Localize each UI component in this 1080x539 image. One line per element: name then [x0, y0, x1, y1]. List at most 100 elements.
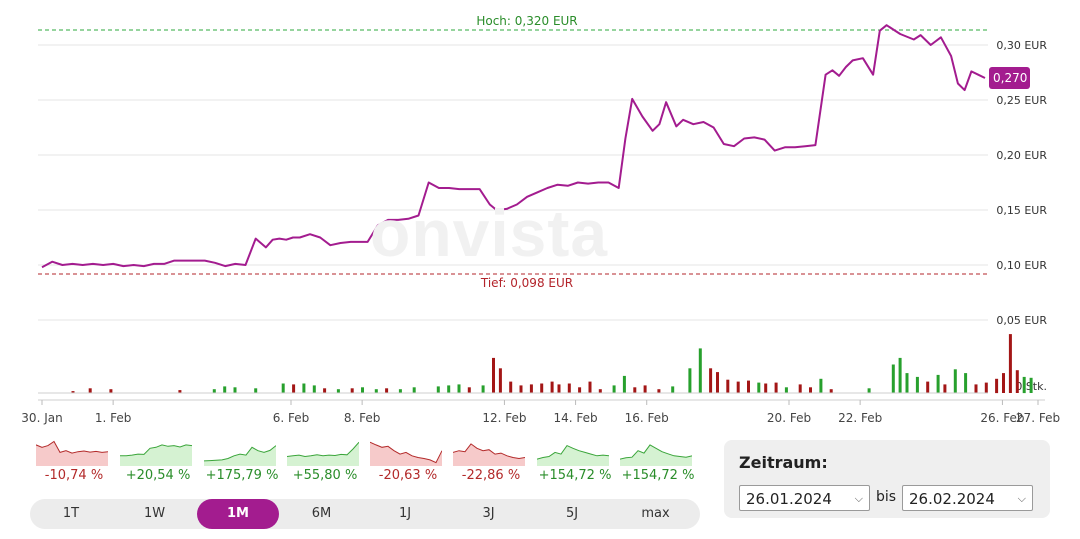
volume-bar — [1022, 376, 1026, 394]
volume-bar — [764, 383, 768, 393]
volume-bar — [633, 387, 637, 393]
volume-bar — [447, 385, 451, 393]
volume-bar — [657, 389, 661, 393]
y-tick-label: 0,30 EUR — [996, 39, 1047, 52]
y-tick-label: 0,25 EUR — [996, 94, 1047, 107]
price-chart[interactable]: 0,30 EUR 0,25 EUR 0,20 EUR 0,15 EUR 0,10 EUR… — [0, 0, 1080, 430]
minichart-graph — [204, 445, 276, 466]
volume-bar — [567, 383, 571, 393]
minichart-line — [204, 445, 276, 462]
minichart-7[interactable]: +154,72 % — [537, 432, 613, 488]
period-button-6m[interactable]: 6M — [311, 506, 332, 521]
period-button-1j[interactable]: 1J — [398, 506, 412, 521]
x-tick-label: 6. Feb — [273, 411, 310, 425]
volume-bar — [698, 348, 702, 393]
x-axis-ticks: 30. Jan 1. Feb 6. Feb 8. Feb 12. Feb 14. Feb 1… — [21, 400, 1060, 425]
volume-bar — [819, 378, 823, 394]
minichart-3[interactable]: +175,79 % — [204, 432, 280, 488]
x-tick-label: 14. Feb — [553, 411, 597, 425]
date-from-select[interactable]: 26.01.2024 ⌵ — [739, 485, 870, 511]
minichart-area — [120, 444, 192, 466]
minichart-area — [36, 441, 108, 466]
minichart-line — [453, 443, 525, 460]
minichart-area — [204, 445, 276, 466]
minichart-graph — [620, 444, 692, 466]
period-button-1t[interactable]: 1T — [62, 506, 80, 521]
x-tick-label: 12. Feb — [482, 411, 526, 425]
minichart-graph — [287, 441, 359, 466]
volume-bar — [915, 376, 919, 394]
x-tick-label: 22. Feb — [838, 411, 882, 425]
minichart-2[interactable]: +20,54 % — [120, 432, 196, 488]
volume-bar — [964, 373, 968, 393]
minichart-6[interactable]: -22,86 % — [453, 432, 529, 488]
volume-bar — [398, 389, 402, 393]
volume-bars — [71, 334, 1033, 394]
volume-bar — [178, 390, 182, 393]
minichart-change: -22,86 % — [461, 468, 521, 483]
volume-bar — [688, 368, 692, 393]
y-tick-label: 0,20 EUR — [996, 149, 1047, 162]
volume-bar — [361, 387, 364, 393]
minichart-4[interactable]: +55,80 % — [287, 432, 363, 488]
volume-bar — [212, 389, 216, 393]
volume-bar — [254, 388, 258, 394]
minichart-area — [287, 442, 359, 466]
volume-bar — [671, 386, 675, 394]
minichart-change: +55,80 % — [292, 468, 358, 483]
date-to-select[interactable]: 26.02.2024 ⌵ — [902, 485, 1033, 511]
volume-bar — [312, 385, 316, 393]
minichart-5[interactable]: -20,63 % — [370, 432, 446, 488]
volume-bar — [557, 384, 561, 393]
volume-bar — [467, 387, 471, 393]
volume-bar — [519, 385, 523, 393]
minichart-change: +154,72 % — [621, 468, 695, 483]
volume-bar — [292, 384, 296, 393]
minichart-area — [620, 444, 692, 466]
minichart-area — [537, 445, 609, 466]
volume-bar — [598, 389, 602, 393]
minichart-graph — [36, 440, 108, 466]
volume-bar — [457, 384, 461, 393]
minichart-graph — [120, 444, 192, 466]
watermark-logo: onvista — [370, 196, 609, 270]
minichart-line — [620, 444, 692, 460]
volume-bar — [774, 382, 778, 393]
volume-bar — [709, 368, 713, 393]
period-button-1w[interactable]: 1W — [143, 506, 166, 521]
volume-bar — [905, 373, 909, 393]
volume-bar — [71, 391, 75, 393]
volume-bar — [953, 369, 957, 394]
minichart-8[interactable]: +154,72 % — [620, 432, 696, 488]
chevron-down-icon: ⌵ — [1017, 492, 1026, 505]
volume-bar — [747, 380, 750, 393]
volume-bar — [578, 387, 582, 393]
volume-bar — [622, 375, 626, 393]
minichart-1[interactable]: -10,74 % — [36, 432, 112, 488]
minichart-graph — [370, 441, 442, 466]
date-range-title: Zeitraum: — [739, 453, 828, 472]
volume-bar — [757, 382, 761, 393]
volume-bar — [323, 388, 327, 394]
last-price-badge: 0,270 — [989, 67, 1030, 89]
volume-bar — [716, 372, 719, 393]
minichart-line — [36, 440, 108, 454]
minichart-line — [370, 441, 442, 464]
date-range-panel: Zeitraum: 26.01.2024 ⌵ bis 26.02.2024 ⌵ — [724, 440, 1050, 518]
volume-bar — [374, 389, 378, 393]
volume-bar — [302, 383, 306, 393]
high-label: Hoch: 0,320 EUR — [476, 14, 577, 28]
x-tick-label: 16. Feb — [625, 411, 669, 425]
y-tick-label: 0,05 EUR — [996, 314, 1047, 327]
period-button-max[interactable]: max — [641, 506, 670, 521]
period-button-1m[interactable]: 1M — [197, 499, 279, 529]
volume-bar — [1015, 370, 1019, 393]
volume-bar — [281, 383, 285, 393]
period-button-3j[interactable]: 3J — [482, 506, 495, 521]
period-button-5j[interactable]: 5J — [565, 506, 579, 521]
minichart-change: -20,63 % — [378, 468, 438, 483]
volume-bar — [436, 386, 440, 394]
volume-bar — [540, 383, 544, 393]
volume-bar — [233, 387, 237, 393]
volume-bar — [412, 387, 416, 393]
